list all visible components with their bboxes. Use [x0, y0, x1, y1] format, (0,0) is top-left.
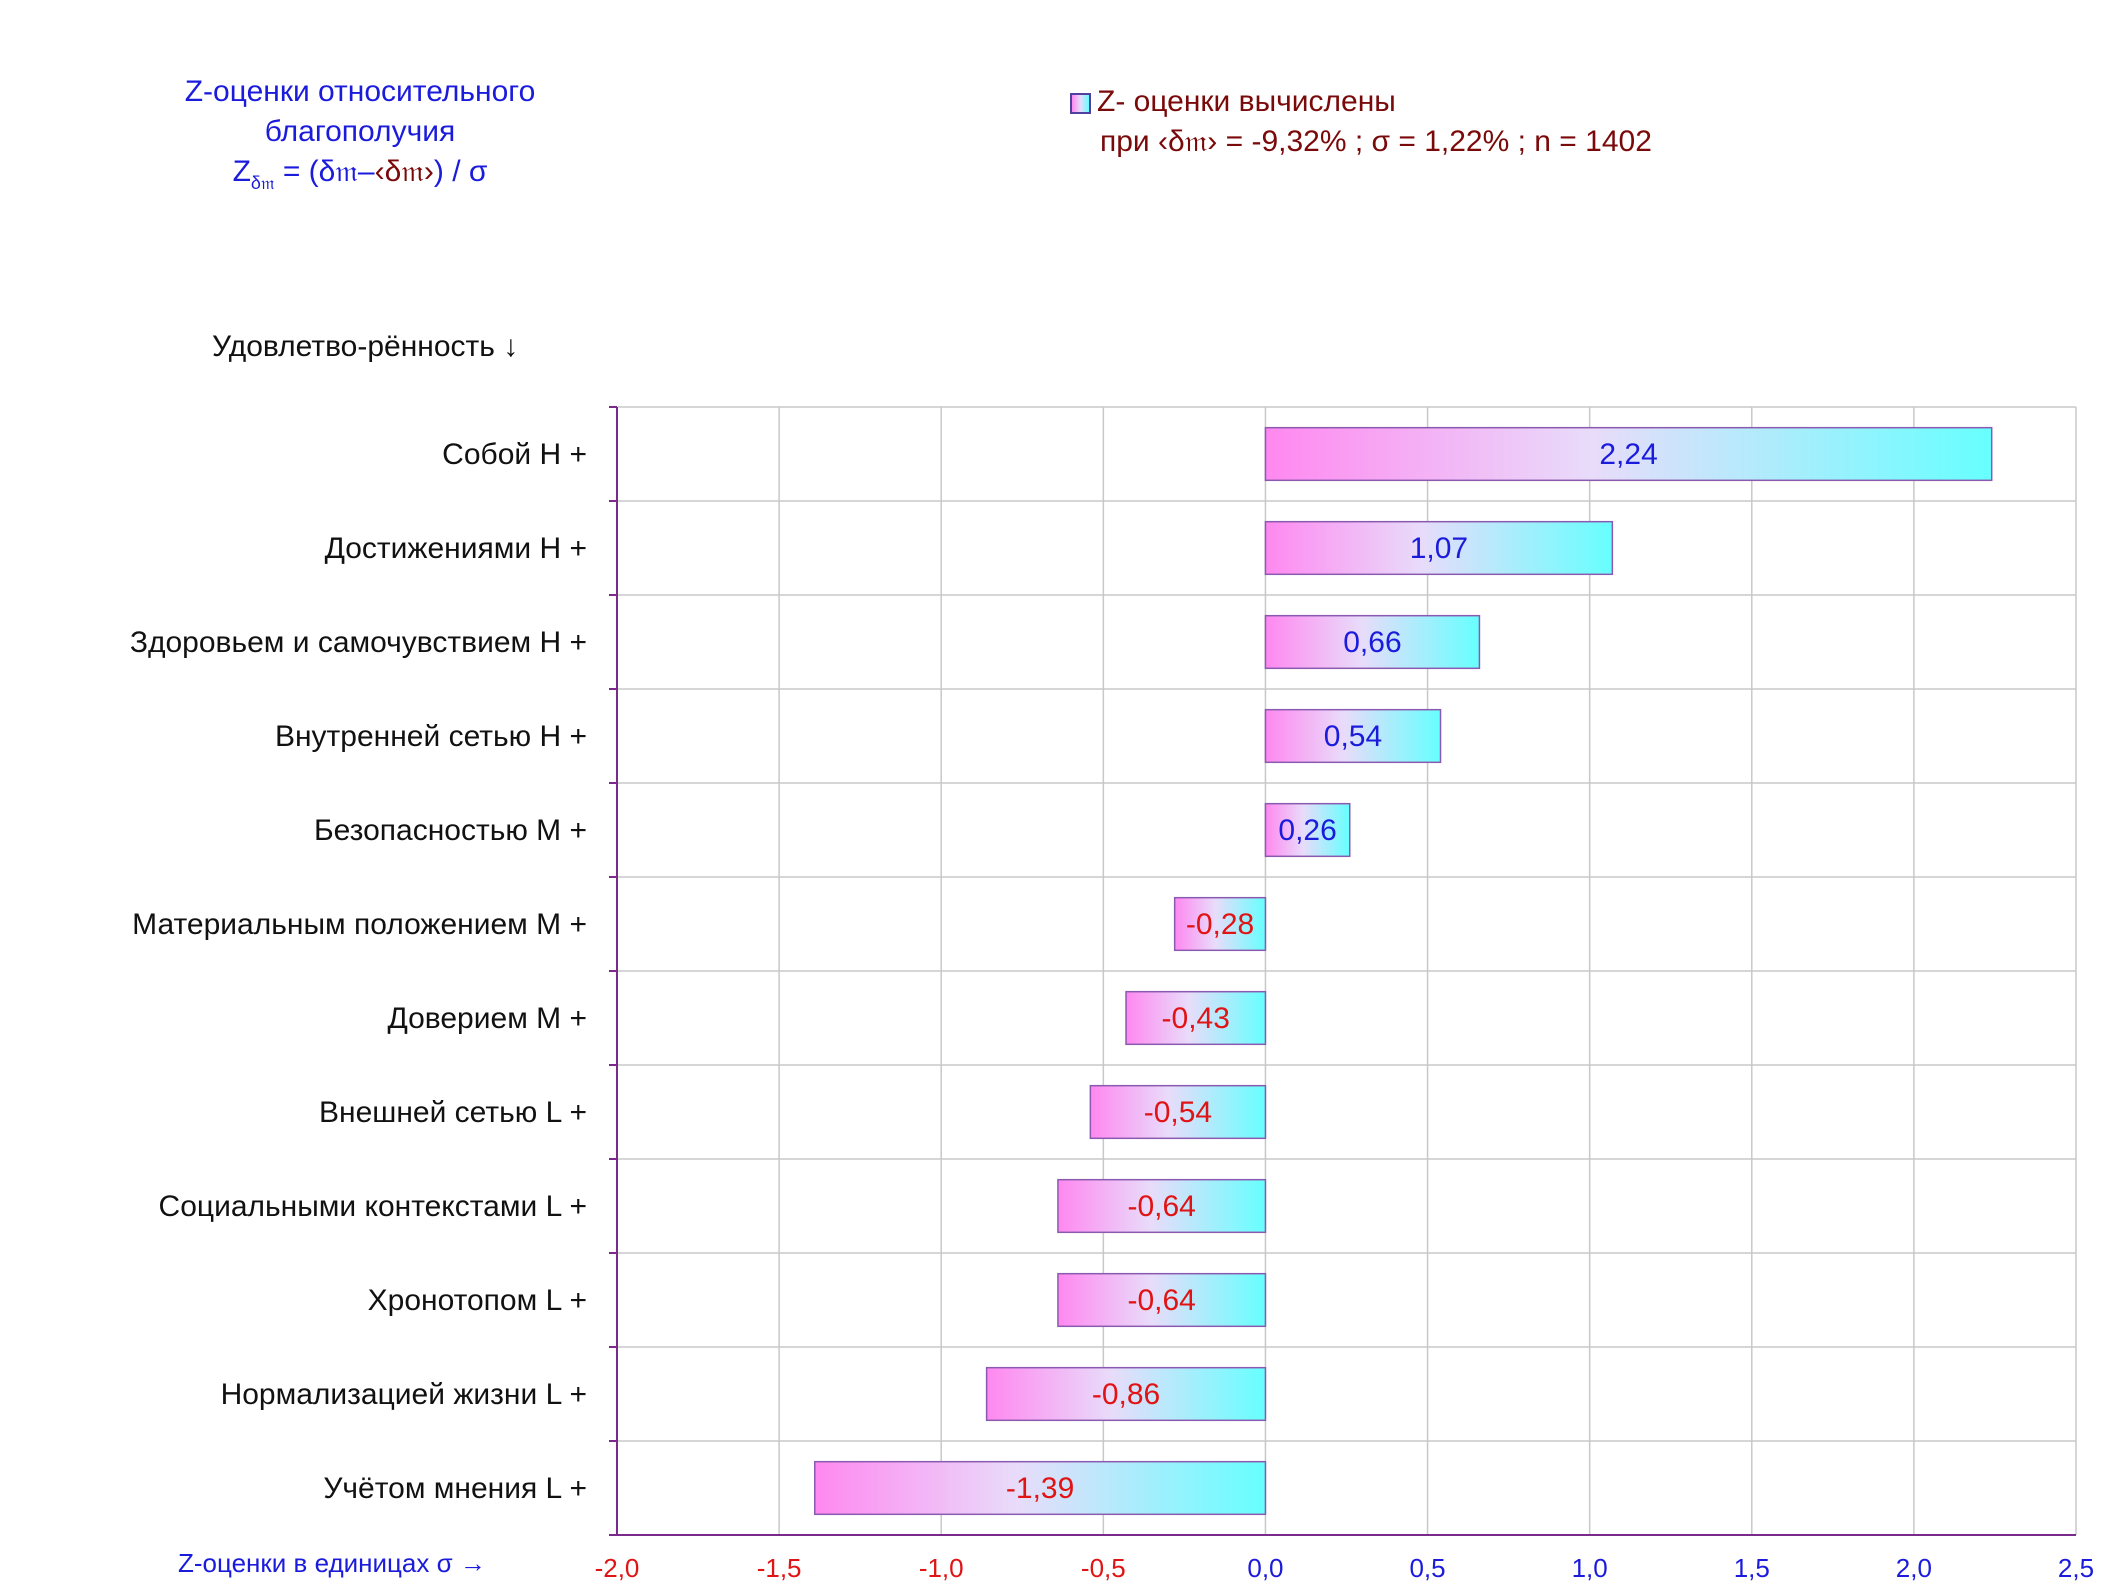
params-text: при ‹δ𝔪› = -9,32% ; σ = 1,22% ; n = 1402 — [1100, 125, 1652, 158]
bar — [1264, 520, 1614, 576]
data-label: -0,28 — [1186, 908, 1254, 941]
category-label: Внешней сетью L + — [319, 1096, 587, 1129]
bar — [985, 1366, 1267, 1422]
bar — [1264, 614, 1481, 670]
title-line-2: благополучия — [264, 115, 456, 148]
data-label: 1,07 — [1410, 532, 1468, 565]
data-label: -0,64 — [1127, 1190, 1195, 1223]
data-label: -0,43 — [1162, 1002, 1230, 1035]
formula-mean: ‹δ𝔪› — [374, 155, 434, 188]
bar — [1125, 990, 1267, 1046]
bar — [1264, 802, 1351, 858]
bar — [814, 1460, 1267, 1516]
x-tick-label: 0,0 — [1247, 1553, 1283, 1583]
x-tick-label: 0,5 — [1409, 1553, 1445, 1583]
bar — [1057, 1178, 1267, 1234]
category-label: Внутренней сетью H + — [275, 720, 587, 753]
formula-z: Z — [232, 155, 251, 188]
data-label: -0,64 — [1127, 1284, 1195, 1317]
data-label: -0,54 — [1144, 1096, 1212, 1129]
bar — [1264, 708, 1442, 764]
data-label: 2,24 — [1599, 438, 1657, 471]
title-formula: Zδ𝔪 = (δ𝔪–‹δ𝔪›) / σ — [130, 152, 590, 195]
data-label: 0,66 — [1343, 626, 1401, 659]
bars — [814, 426, 1993, 1516]
x-tick-label: 1,5 — [1734, 1553, 1770, 1583]
data-label: 0,54 — [1324, 720, 1382, 753]
formula-end: ) / σ — [433, 155, 488, 188]
bar — [1173, 896, 1267, 952]
category-label: Нормализацией жизни L + — [221, 1378, 587, 1411]
legend-swatch — [1070, 92, 1091, 114]
category-label: Доверием M + — [387, 1002, 587, 1035]
data-label: 0,26 — [1278, 814, 1336, 847]
data-label: -0,86 — [1092, 1378, 1160, 1411]
formula-eq: = (δ𝔪– — [282, 155, 375, 188]
x-tick-label: 1,0 — [1572, 1553, 1608, 1583]
x-tick-label: 2,5 — [2058, 1553, 2094, 1583]
category-label: Хронотопом L + — [368, 1284, 587, 1317]
category-label: Социальными контекстами L + — [159, 1190, 587, 1223]
x-tick-label: -0,5 — [1081, 1553, 1126, 1583]
x-tick-label: -1,5 — [757, 1553, 802, 1583]
category-label: Здоровьем и самочувствием H + — [130, 626, 587, 659]
title-line-1: Z-оценки относительного — [184, 75, 536, 108]
y-axis-header: Удовлетво-рённость ↓ — [212, 330, 519, 363]
category-label: Учётом мнения L + — [323, 1472, 587, 1505]
legend-label: Z- оценки вычислены — [1097, 85, 1396, 118]
data-label: -1,39 — [1006, 1472, 1074, 1505]
x-tick-label: -2,0 — [595, 1553, 640, 1583]
category-label: Безопасностью M + — [314, 814, 587, 847]
bar — [1057, 1272, 1267, 1328]
x-tick-label: -1,0 — [919, 1553, 964, 1583]
category-label: Достижениями H + — [325, 532, 587, 565]
category-label: Материальным положением M + — [132, 908, 587, 941]
bar — [1264, 426, 1993, 482]
x-axis-caption: Z-оценки в единицах σ → — [178, 1548, 486, 1578]
legend-note: Z- оценки вычислены при ‹δ𝔪› = -9,32% ; … — [1070, 82, 1652, 162]
category-label: Собой H + — [442, 438, 587, 471]
chart-title: Z-оценки относительного благополучия Zδ𝔪… — [130, 72, 590, 195]
bar — [1089, 1084, 1267, 1140]
grid — [609, 406, 2077, 1536]
formula-subscript: δ𝔪 — [250, 173, 275, 193]
x-tick-label: 2,0 — [1896, 1553, 1932, 1583]
labels: -2,0 -1,5 -1,0 -0,5 0,0 0,5 1,0 1,5 2,0 2,5 2,24 Со… — [130, 438, 2094, 1583]
